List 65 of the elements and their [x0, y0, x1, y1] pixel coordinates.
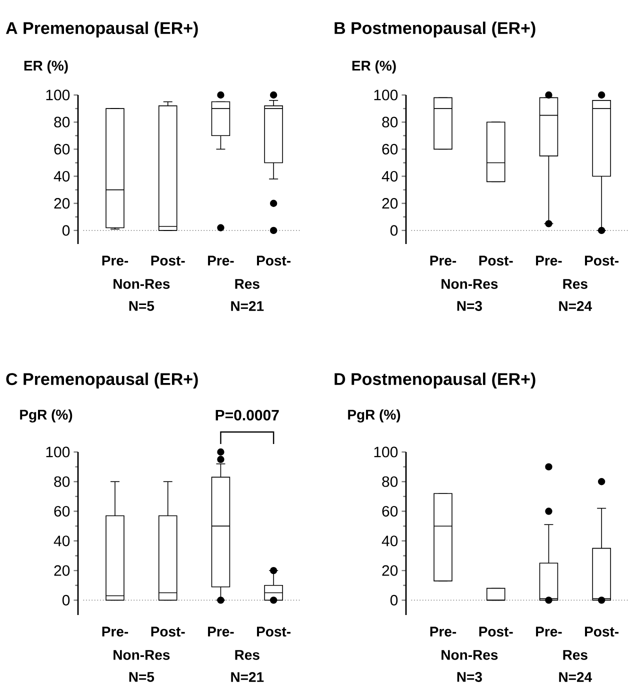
x-tick-label: Post- — [151, 626, 185, 637]
y-tick-label: 40 — [54, 536, 70, 546]
y-tick-label: 0 — [62, 594, 70, 606]
y-tick-label: 80 — [54, 476, 70, 487]
y-tick-label: 20 — [54, 198, 70, 209]
text: Res — [235, 279, 260, 289]
y-tick-label: 40 — [382, 170, 398, 182]
x-tick-label: Pre- — [208, 256, 234, 266]
x-tick-label: Pre- — [430, 256, 456, 266]
y-tick-label: 0 — [62, 225, 70, 236]
y-axis-title: ER (%) — [352, 60, 396, 74]
y-tick-label: 20 — [382, 565, 398, 576]
x-tick-label: Pre- — [536, 256, 562, 266]
text: Non-Res — [114, 279, 170, 289]
text: Non-Res — [114, 650, 170, 660]
text: N=24 — [559, 672, 592, 682]
chart-title: B Postmenopausal (ER+) — [334, 22, 536, 38]
text: Res — [235, 650, 260, 660]
y-tick-label: 60 — [382, 506, 398, 517]
text: Non-Res — [442, 650, 498, 660]
y-tick-label: 100 — [374, 90, 398, 100]
chart-title: C Premenopausal (ER+) — [6, 372, 198, 388]
text: Res — [563, 650, 588, 660]
text: N=5 — [129, 301, 154, 311]
y-tick-label: 0 — [390, 594, 398, 606]
x-tick-label: Post- — [151, 256, 185, 266]
chart-title: A Premenopausal (ER+) — [6, 22, 198, 38]
y-axis-title: PgR (%) — [348, 409, 400, 422]
x-tick-label: Pre- — [536, 626, 562, 637]
x-tick-label: Post- — [479, 626, 513, 637]
y-tick-label: 60 — [54, 144, 70, 154]
y-tick-label: 20 — [54, 565, 70, 576]
y-tick-label: 0 — [390, 225, 398, 236]
y-tick-label: 100 — [46, 90, 70, 100]
y-tick-label: 100 — [46, 446, 70, 458]
chart-title: D Postmenopausal (ER+) — [334, 372, 536, 388]
y-tick-label: 60 — [382, 144, 398, 154]
x-tick-label: Post- — [257, 626, 291, 637]
text: Non-Res — [442, 279, 498, 289]
text: N=21 — [231, 672, 264, 682]
y-tick-label: 60 — [54, 506, 70, 517]
y-tick-label: 80 — [382, 116, 398, 128]
y-tick-label: 80 — [382, 476, 398, 487]
x-tick-label: Post- — [585, 256, 619, 266]
y-axis-title: ER (%) — [24, 60, 68, 74]
text: P=0.0007 — [216, 410, 279, 420]
x-tick-label: Pre- — [102, 256, 128, 266]
text: N=21 — [231, 301, 264, 311]
y-tick-label: 100 — [374, 446, 398, 458]
y-tick-label: 80 — [54, 116, 70, 128]
text: N=3 — [457, 301, 482, 311]
x-tick-label: Pre- — [208, 626, 234, 637]
x-tick-label: Pre- — [102, 626, 128, 637]
y-tick-label: 20 — [382, 198, 398, 209]
y-axis-title: PgR (%) — [20, 409, 72, 422]
x-tick-label: Post- — [479, 256, 513, 266]
text: Res — [563, 279, 588, 289]
text: N=24 — [559, 301, 592, 311]
x-tick-label: Post- — [585, 626, 619, 637]
x-tick-label: Post- — [257, 256, 291, 266]
x-tick-label: Pre- — [430, 626, 456, 637]
text: N=3 — [457, 672, 482, 682]
text: N=5 — [129, 672, 154, 682]
y-tick-label: 40 — [382, 536, 398, 546]
y-tick-label: 40 — [54, 170, 70, 182]
